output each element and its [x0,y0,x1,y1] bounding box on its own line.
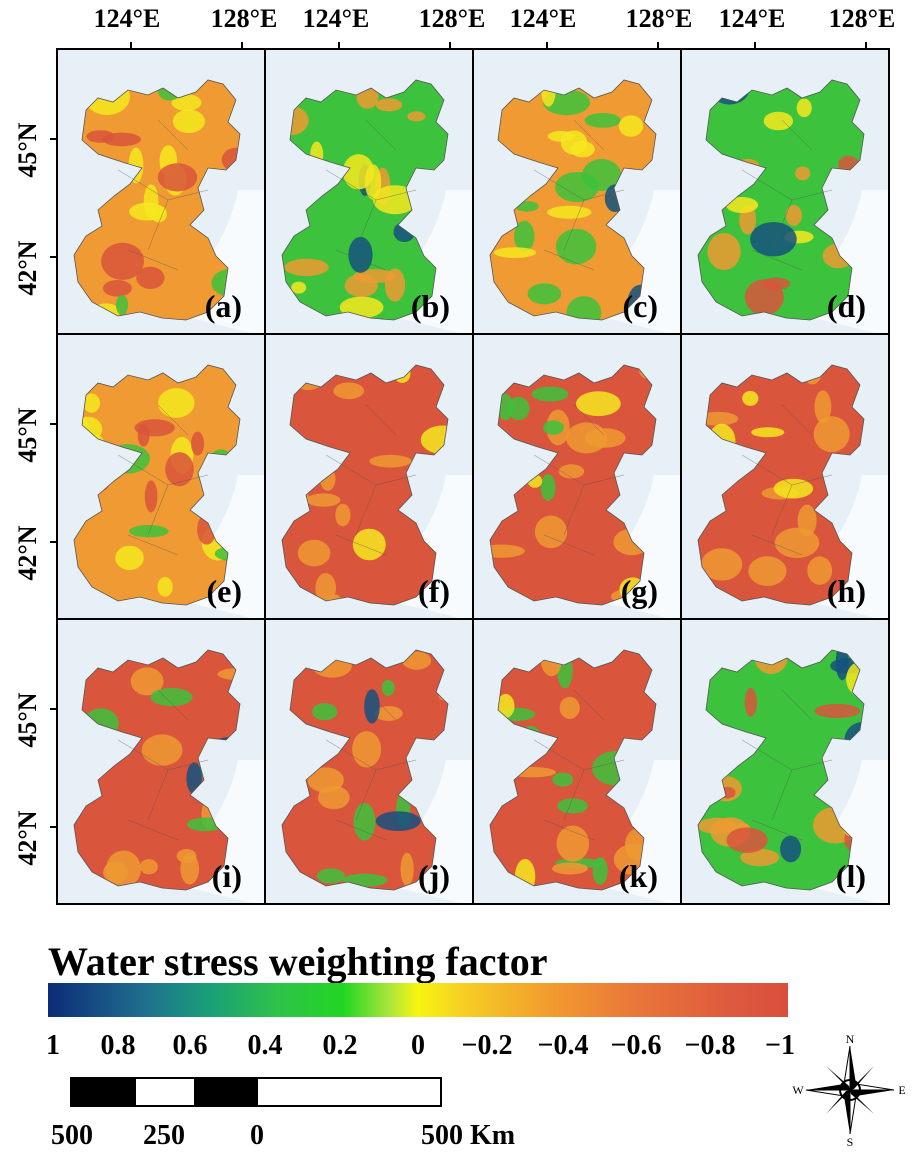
colorbar-tick-label: 0.2 [322,1030,358,1061]
lon-label: 124°E [93,4,161,33]
axis-tick [656,42,659,48]
map-panel: (d) [680,48,890,335]
legend-title: Water stress weighting factor [48,939,548,984]
colorbar-tick-label: −0.8 [684,1030,736,1061]
lat-label: 42°N [13,810,42,866]
panel-letter: (i) [211,858,242,894]
lon-label: 128°E [625,4,693,33]
axis-tick [50,138,56,140]
lon-label: 128°E [828,4,896,33]
panel-letter: (c) [622,288,658,324]
map-panel: (c) [472,48,682,335]
scale-bar-label: 250 [143,1120,185,1151]
scale-bar-label: 500 Km [420,1120,516,1151]
lon-label: 128°E [210,4,278,33]
scale-bar-label: 500 [51,1120,93,1151]
axis-tick [753,42,756,48]
map-panel: (k) [472,618,682,905]
axis-tick [50,826,56,828]
panel-letter: (d) [826,288,866,324]
lon-label: 124°E [718,4,786,33]
panel-letter: (h) [826,573,866,609]
lon-label: 128°E [418,4,486,33]
lat-label: 45°N [13,122,42,178]
colorbar-tick-label: 0.6 [172,1030,208,1061]
compass-e-label: E [898,1083,905,1097]
lon-label: 124°E [509,4,577,33]
map-panel: (j) [264,618,474,905]
panel-letter: (g) [620,573,658,609]
panel-letter: (l) [835,858,866,894]
lon-label: 124°E [302,4,370,33]
axis-tick [240,42,243,48]
axis-tick [50,708,56,710]
lat-label: 42°N [13,240,42,296]
axis-tick [50,256,56,258]
axis-tick [129,42,132,48]
lat-label: 45°N [13,407,42,463]
colorbar-tick-label: 0.4 [247,1030,283,1061]
lat-label: 45°N [13,692,42,748]
axis-tick [337,42,340,48]
axis-tick [545,42,548,48]
axis-tick [50,541,56,543]
map-panel: (b) [264,48,474,335]
panel-letter: (b) [410,288,450,324]
scale-bar [70,1077,442,1107]
axis-tick [50,423,56,425]
map-panel: (g) [472,333,682,620]
axis-tick [448,42,451,48]
compass-n-label: N [846,1032,855,1046]
map-panel: (f) [264,333,474,620]
scale-bar-label: 0 [250,1120,264,1151]
compass-s-label: S [847,1135,854,1148]
axis-tick [864,42,867,48]
map-panel: (l) [680,618,890,905]
panel-letter: (e) [206,573,242,609]
compass-w-label: W [792,1083,804,1097]
map-panel: (h) [680,333,890,620]
colorbar-tick-label: −0.2 [461,1030,513,1061]
colorbar-tick-label: 0 [411,1030,425,1061]
panel-letter: (k) [618,858,658,894]
colorbar-tick-label: −0.6 [610,1030,662,1061]
colorbar-tick-label: −1 [765,1030,795,1061]
compass-rose-icon: N S E W [792,1032,905,1148]
map-panel: (i) [56,618,266,905]
panel-letter: (j) [418,858,450,894]
colorbar-tick-label: −0.4 [537,1030,589,1061]
panel-letter: (a) [204,288,242,324]
colorbar-tick-label: 1 [46,1030,60,1061]
panel-letter: (f) [418,573,450,609]
colorbar-tick-label: 0.8 [100,1030,136,1061]
colorbar [48,983,788,1017]
lat-label: 42°N [13,525,42,581]
map-panel: (a) [56,48,266,335]
map-panel: (e) [56,333,266,620]
